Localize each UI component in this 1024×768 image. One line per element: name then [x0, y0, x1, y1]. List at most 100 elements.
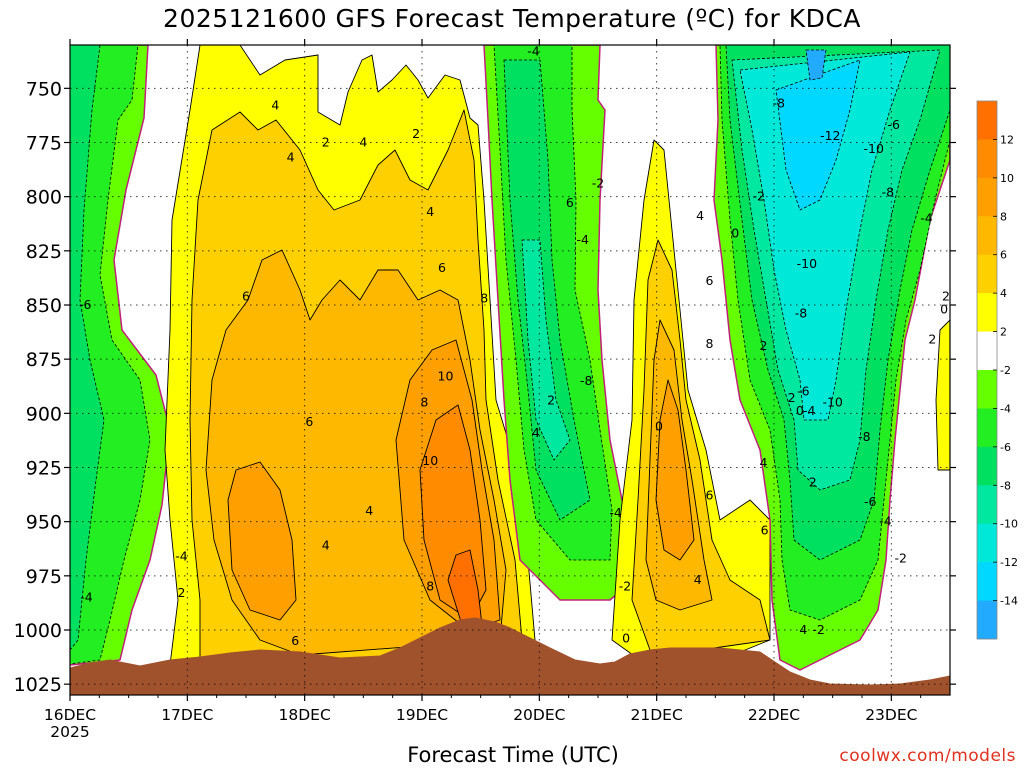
- y-tick-label: 975: [26, 566, 62, 588]
- contour-label: -8: [858, 429, 871, 444]
- contour-label: -6: [887, 117, 900, 132]
- contour-label: -10: [864, 141, 884, 156]
- contour-label: 8: [420, 395, 428, 410]
- contour-label: 0: [940, 301, 948, 316]
- contour-label: -4: [527, 44, 540, 59]
- contour-label: 2: [547, 392, 555, 407]
- contour-label: 4: [799, 622, 807, 637]
- x-tick-label: 17DEC: [161, 706, 213, 724]
- colorbar-swatch: [977, 408, 997, 448]
- x-axis-title: Forecast Time (UTC): [407, 743, 619, 767]
- contour-label: 6: [761, 522, 769, 537]
- colorbar-label: -10: [1000, 518, 1018, 531]
- colorbar-label: -4: [1000, 402, 1011, 415]
- colorbar-swatch: [977, 254, 997, 294]
- contour-label: -4: [879, 514, 892, 529]
- contour-label: 6: [291, 633, 299, 648]
- contour-label: 6: [566, 195, 574, 210]
- contour-label: 2: [759, 338, 767, 353]
- contour-label: 10: [438, 369, 454, 384]
- contour-label: -2: [753, 189, 765, 204]
- x-tick-label: 22DEC: [748, 706, 800, 724]
- contour-label: 2: [928, 332, 936, 347]
- contour-label: 4: [694, 572, 702, 587]
- contour-label: 0: [731, 226, 739, 241]
- y-tick-label: 900: [26, 403, 62, 425]
- contour-label: 2: [412, 126, 420, 141]
- contour-label: -4: [577, 232, 590, 247]
- contour-label: 0: [796, 403, 804, 418]
- colorbar-label: -6: [1000, 441, 1011, 454]
- colorbar-swatch: [977, 101, 997, 140]
- y-tick-label: 850: [26, 295, 62, 317]
- contour-label: 6: [705, 273, 713, 288]
- contour-label: -4: [175, 548, 188, 563]
- x-tick-label: 23DEC: [865, 706, 917, 724]
- chart-title: 2025121600 GFS Forecast Temperature (ºC)…: [163, 4, 861, 33]
- contour-label: 4: [532, 425, 540, 440]
- colorbar-label: -2: [1000, 364, 1011, 377]
- credit-link[interactable]: coolwx.com/models: [839, 746, 1016, 766]
- contour-label: 2: [322, 135, 330, 150]
- colorbar-label: 12: [1000, 133, 1014, 146]
- colorbar-swatch: [977, 485, 997, 525]
- y-tick-label: 800: [26, 187, 62, 209]
- contour-label: -6: [79, 297, 92, 312]
- contour-label: -4: [80, 590, 93, 605]
- contour-label: 0: [622, 631, 630, 646]
- contour-label: -10: [797, 256, 817, 271]
- contour-label: 8: [426, 579, 434, 594]
- colorbar-swatch: [977, 562, 997, 601]
- colorbar: 12 10 8 6 4 2 -2 -4 -6 -8 -10 -12 -14: [976, 100, 1018, 640]
- contour-label: 6: [242, 288, 250, 303]
- x-axis: 16DEC 17DEC 18DEC 19DEC 20DEC 21DEC 22DEC 23DEC: [44, 39, 922, 724]
- contour-label: -8: [795, 306, 808, 321]
- colorbar-label: -12: [1000, 556, 1018, 569]
- contour-label: 6: [438, 260, 446, 275]
- x-year-label: 2025: [50, 723, 89, 741]
- contour-label: 4: [359, 135, 367, 150]
- colorbar-swatch: [977, 600, 997, 640]
- contour-label: -6: [797, 384, 810, 399]
- colorbar-label: 10: [1000, 172, 1014, 185]
- contour-label: 4: [426, 204, 434, 219]
- contour-label: 10: [422, 453, 438, 468]
- contour-label: 4: [696, 208, 704, 223]
- contour-label: -8: [580, 373, 593, 388]
- colorbar-label: -8: [1000, 479, 1011, 492]
- contour-label: -6: [864, 494, 877, 509]
- y-tick-label: 950: [26, 512, 62, 534]
- x-tick-label: 16DEC: [44, 706, 96, 724]
- contour-label: 4: [271, 98, 279, 113]
- colorbar-swatch: [977, 523, 997, 563]
- y-tick-label: 825: [26, 241, 62, 263]
- contour-label: 4: [322, 538, 330, 553]
- y-tick-label: 925: [26, 458, 62, 480]
- contour-label: 4: [287, 150, 295, 165]
- contour-label: -10: [822, 395, 842, 410]
- contour-label: -4: [803, 403, 816, 418]
- colorbar-swatch: [977, 446, 997, 486]
- y-tick-label: 1000: [14, 620, 62, 642]
- y-tick-label: 750: [26, 78, 62, 100]
- contour-label: -2: [592, 176, 604, 191]
- contour-label: 2: [809, 475, 817, 490]
- contour-label: -2: [894, 551, 906, 566]
- x-tick-label: 21DEC: [631, 706, 683, 724]
- contour-label: 2: [942, 288, 950, 303]
- colorbar-swatch: [977, 177, 997, 217]
- contour-label: -12: [820, 128, 840, 143]
- x-tick-label: 18DEC: [279, 706, 331, 724]
- contour-label: 4: [759, 455, 767, 470]
- contour-label: 4: [365, 503, 373, 518]
- x-tick-label: 20DEC: [513, 706, 565, 724]
- colorbar-label: 2: [1000, 326, 1007, 339]
- contour-label: 0: [655, 418, 663, 433]
- contour-label: 2: [177, 585, 185, 600]
- y-tick-label: 775: [26, 133, 62, 155]
- colorbar-swatch: [977, 216, 997, 256]
- contour-label: 6: [705, 488, 713, 503]
